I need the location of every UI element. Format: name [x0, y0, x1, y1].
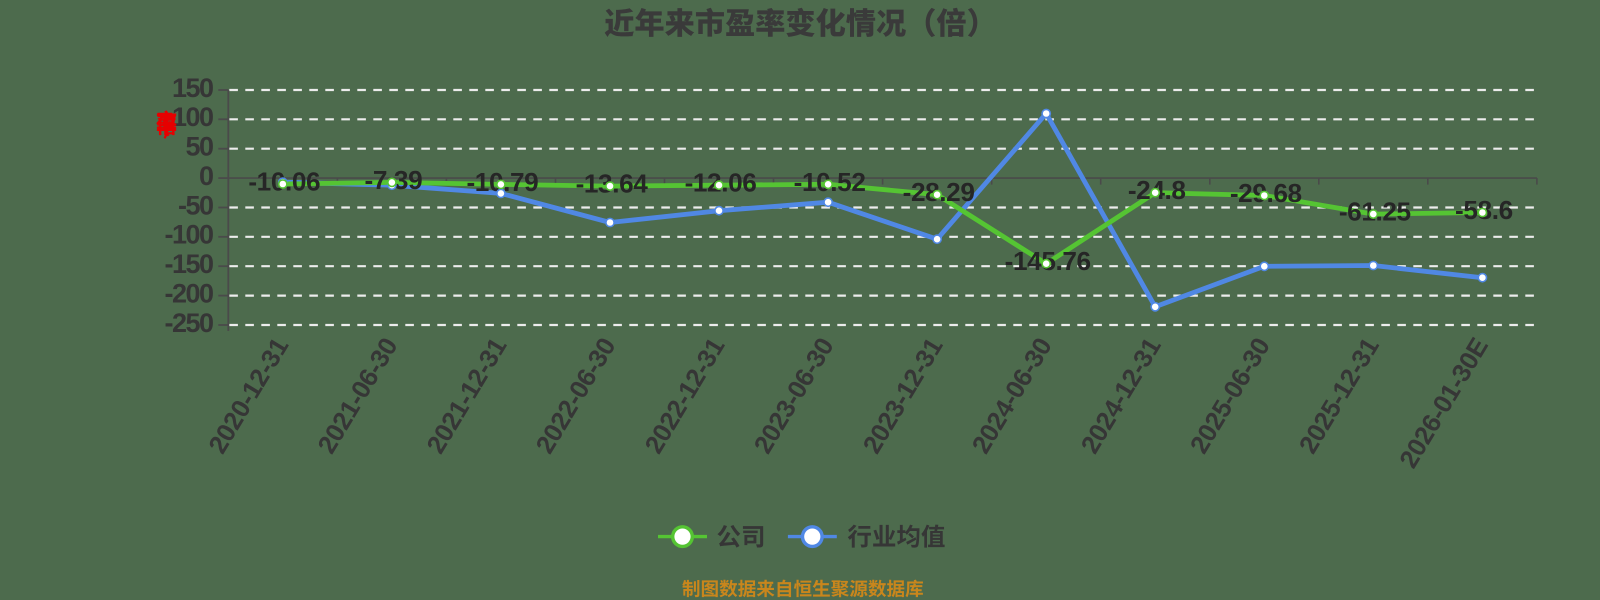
- svg-text:100: 100: [172, 102, 213, 132]
- svg-text:-200: -200: [164, 278, 213, 308]
- svg-text:-250: -250: [164, 308, 213, 338]
- svg-text:150: 150: [172, 73, 213, 103]
- svg-text:0: 0: [199, 161, 213, 191]
- svg-text:50: 50: [185, 132, 213, 162]
- svg-text:-150: -150: [164, 249, 213, 279]
- svg-text:-50: -50: [178, 190, 213, 220]
- svg-text:-100: -100: [164, 220, 213, 250]
